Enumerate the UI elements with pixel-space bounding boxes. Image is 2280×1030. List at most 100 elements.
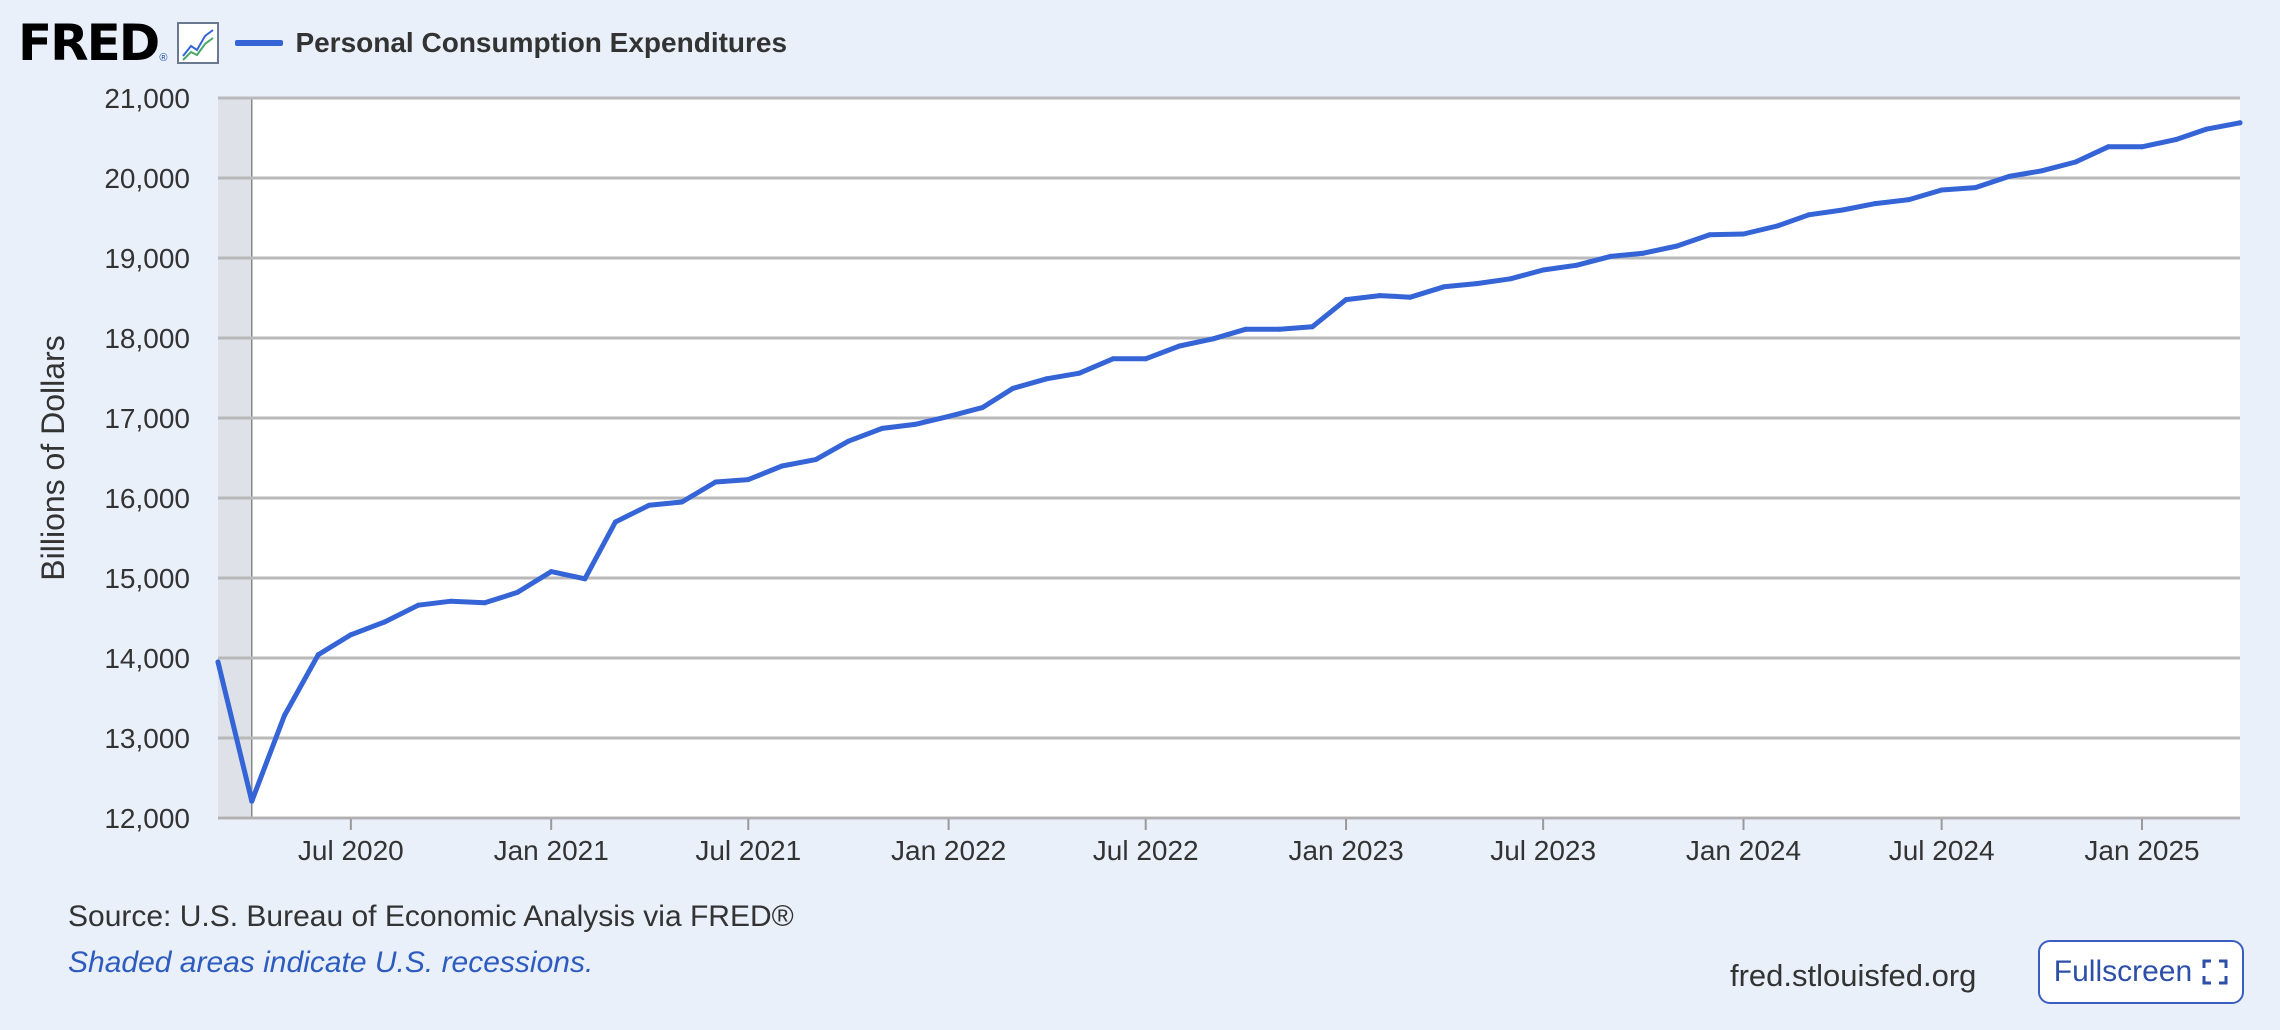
recession-band (218, 98, 252, 818)
y-axis-ticks: 12,000 13,000 14,000 15,000 16,000 17,000 18,0… (104, 83, 190, 834)
x-tick-label: Jul 2024 (1889, 835, 1995, 866)
data-point[interactable] (1407, 294, 1413, 300)
data-point[interactable] (1972, 185, 1978, 191)
data-point[interactable] (879, 425, 885, 431)
data-point[interactable] (1840, 207, 1846, 213)
data-point[interactable] (1707, 232, 1713, 238)
y-tick-label: 21,000 (104, 83, 190, 114)
x-tick-label: Jul 2020 (298, 835, 404, 866)
y-tick-label: 15,000 (104, 563, 190, 594)
site-url[interactable]: fred.stlouisfed.org (1730, 958, 1977, 993)
x-tick-label: Jan 2021 (494, 835, 609, 866)
recession-note: Shaded areas indicate U.S. recessions. (68, 946, 594, 979)
data-point[interactable] (1806, 212, 1812, 218)
y-tick-label: 14,000 (104, 643, 190, 674)
data-point[interactable] (448, 598, 454, 604)
legend: Personal Consumption Expenditures (235, 27, 787, 59)
x-tick-label: Jan 2023 (1288, 835, 1403, 866)
y-tick-label: 19,000 (104, 243, 190, 274)
data-point[interactable] (1309, 324, 1315, 330)
series-layer (215, 120, 2243, 804)
data-point[interactable] (745, 477, 751, 483)
data-point[interactable] (2073, 159, 2079, 165)
data-point[interactable] (1774, 223, 1780, 229)
data-point[interactable] (215, 659, 221, 665)
data-point[interactable] (1143, 356, 1149, 362)
data-point[interactable] (348, 632, 354, 638)
x-tick-label: Jul 2022 (1093, 835, 1199, 866)
data-point[interactable] (1939, 187, 1945, 193)
legend-label: Personal Consumption Expenditures (295, 27, 788, 58)
source-text: Source: U.S. Bureau of Economic Analysis… (68, 900, 794, 933)
data-point[interactable] (2237, 120, 2243, 126)
data-point[interactable] (1343, 297, 1349, 303)
data-point[interactable] (2203, 126, 2209, 132)
data-point[interactable] (2139, 144, 2145, 150)
data-point[interactable] (2105, 144, 2111, 150)
data-point[interactable] (2173, 137, 2179, 143)
x-tick-label: Jan 2025 (2084, 835, 2199, 866)
y-tick-label: 18,000 (104, 323, 190, 354)
data-point[interactable] (1210, 336, 1216, 342)
expand-icon (2202, 959, 2228, 985)
data-point[interactable] (1277, 326, 1283, 332)
data-point[interactable] (1176, 343, 1182, 349)
data-point[interactable] (1740, 231, 1746, 237)
data-point[interactable] (582, 576, 588, 582)
data-point[interactable] (382, 619, 388, 625)
data-point[interactable] (548, 569, 554, 575)
data-point[interactable] (646, 502, 652, 508)
data-point[interactable] (2039, 168, 2045, 174)
y-tick-label: 17,000 (104, 403, 190, 434)
data-point[interactable] (779, 463, 785, 469)
data-point[interactable] (946, 413, 952, 419)
data-point[interactable] (514, 589, 520, 595)
data-point[interactable] (1474, 281, 1480, 287)
data-point[interactable] (1507, 276, 1513, 282)
series-line[interactable] (215, 120, 2243, 804)
data-point[interactable] (1540, 267, 1546, 273)
data-point[interactable] (845, 438, 851, 444)
fullscreen-label: Fullscreen (2053, 955, 2193, 988)
data-point[interactable] (612, 519, 618, 525)
data-point[interactable] (1377, 293, 1383, 299)
data-point[interactable] (1076, 370, 1082, 376)
data-point[interactable] (482, 600, 488, 606)
data-point[interactable] (1674, 243, 1680, 249)
y-tick-label: 13,000 (104, 723, 190, 754)
y-tick-label: 20,000 (104, 163, 190, 194)
data-point[interactable] (1243, 326, 1249, 332)
fullscreen-button[interactable]: Fullscreen (2038, 940, 2244, 1004)
legend-swatch (235, 40, 284, 46)
data-point[interactable] (679, 499, 685, 505)
data-point[interactable] (2006, 173, 2012, 179)
x-tick-label: Jan 2024 (1686, 835, 1801, 866)
data-point[interactable] (1044, 376, 1050, 382)
data-point[interactable] (1640, 250, 1646, 256)
recession-shading (218, 98, 253, 818)
x-axis-ticks: Jul 2020 Jan 2021 Jul 2021 Jan 2022 Jul 2022… (298, 818, 2200, 866)
data-point[interactable] (1110, 356, 1116, 362)
line-chart: 12,000 13,000 14,000 15,000 16,000 17,000 18,0… (35, 83, 2243, 866)
x-tick-label: Jul 2021 (695, 835, 801, 866)
fred-logo[interactable]: FRED (18, 14, 160, 72)
data-point[interactable] (1608, 253, 1614, 259)
x-tick-label: Jul 2023 (1490, 835, 1596, 866)
data-point[interactable] (813, 457, 819, 463)
data-point[interactable] (1872, 201, 1878, 207)
registered-mark: ® (159, 52, 168, 64)
data-point[interactable] (415, 602, 421, 608)
data-point[interactable] (1574, 262, 1580, 268)
data-point[interactable] (979, 405, 985, 411)
data-point[interactable] (713, 479, 719, 485)
data-point[interactable] (1441, 284, 1447, 290)
data-point[interactable] (1010, 385, 1016, 391)
y-tick-label: 12,000 (104, 803, 190, 834)
data-point[interactable] (281, 713, 287, 719)
data-point[interactable] (912, 421, 918, 427)
line-graph-icon[interactable] (177, 22, 220, 64)
data-point[interactable] (1906, 197, 1912, 203)
data-point[interactable] (315, 652, 321, 658)
plot-area (218, 98, 2240, 818)
data-point[interactable] (249, 798, 255, 804)
